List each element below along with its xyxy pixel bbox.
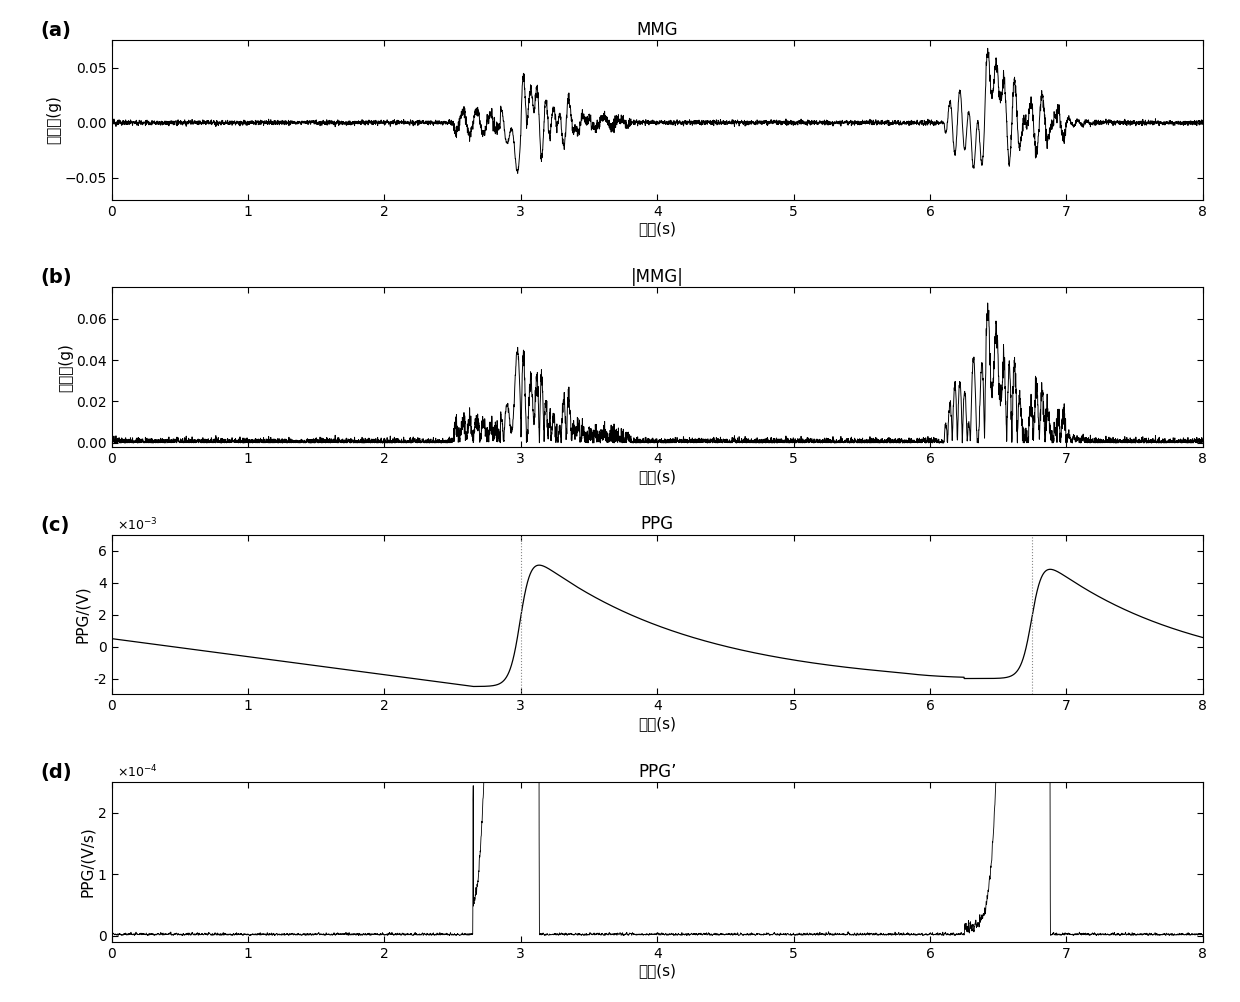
X-axis label: 时间(s): 时间(s): [639, 716, 676, 731]
Title: MMG: MMG: [636, 20, 678, 38]
Y-axis label: PPG/(V/s): PPG/(V/s): [81, 827, 95, 898]
Text: (b): (b): [41, 269, 72, 288]
Text: $\times10^{-4}$: $\times10^{-4}$: [117, 765, 157, 781]
X-axis label: 时间(s): 时间(s): [639, 221, 676, 236]
Text: (d): (d): [41, 764, 72, 783]
Title: PPG: PPG: [641, 515, 673, 533]
Text: (a): (a): [41, 21, 72, 40]
Y-axis label: 加速度(g): 加速度(g): [58, 343, 73, 392]
Text: (c): (c): [41, 516, 69, 535]
Y-axis label: PPG/(V): PPG/(V): [76, 586, 91, 643]
X-axis label: 时间(s): 时间(s): [639, 469, 676, 484]
Title: |MMG|: |MMG|: [631, 268, 683, 286]
Title: PPG’: PPG’: [637, 763, 677, 781]
Y-axis label: 加速度(g): 加速度(g): [47, 95, 62, 144]
Text: $\times10^{-3}$: $\times10^{-3}$: [117, 517, 157, 533]
X-axis label: 时间(s): 时间(s): [639, 964, 676, 979]
